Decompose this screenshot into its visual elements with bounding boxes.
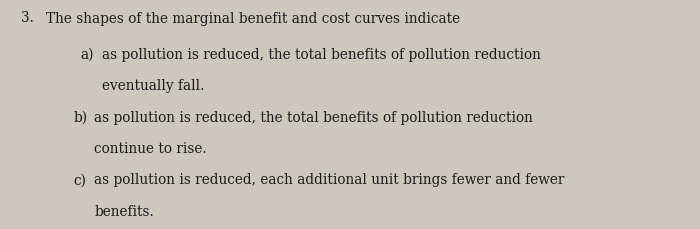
Text: as pollution is reduced, the total benefits of pollution reduction: as pollution is reduced, the total benef… <box>102 47 540 61</box>
Text: continue to rise.: continue to rise. <box>94 141 207 155</box>
Text: as pollution is reduced, the total benefits of pollution reduction: as pollution is reduced, the total benef… <box>94 110 533 124</box>
Text: as pollution is reduced, each additional unit brings fewer and fewer: as pollution is reduced, each additional… <box>94 172 565 186</box>
Text: a): a) <box>80 47 94 61</box>
Text: eventually fall.: eventually fall. <box>102 79 204 93</box>
Text: The shapes of the marginal benefit and cost curves indicate: The shapes of the marginal benefit and c… <box>46 11 460 25</box>
Text: b): b) <box>74 110 88 124</box>
Text: benefits.: benefits. <box>94 204 154 218</box>
Text: c): c) <box>74 172 87 186</box>
Text: 3.: 3. <box>21 11 34 25</box>
